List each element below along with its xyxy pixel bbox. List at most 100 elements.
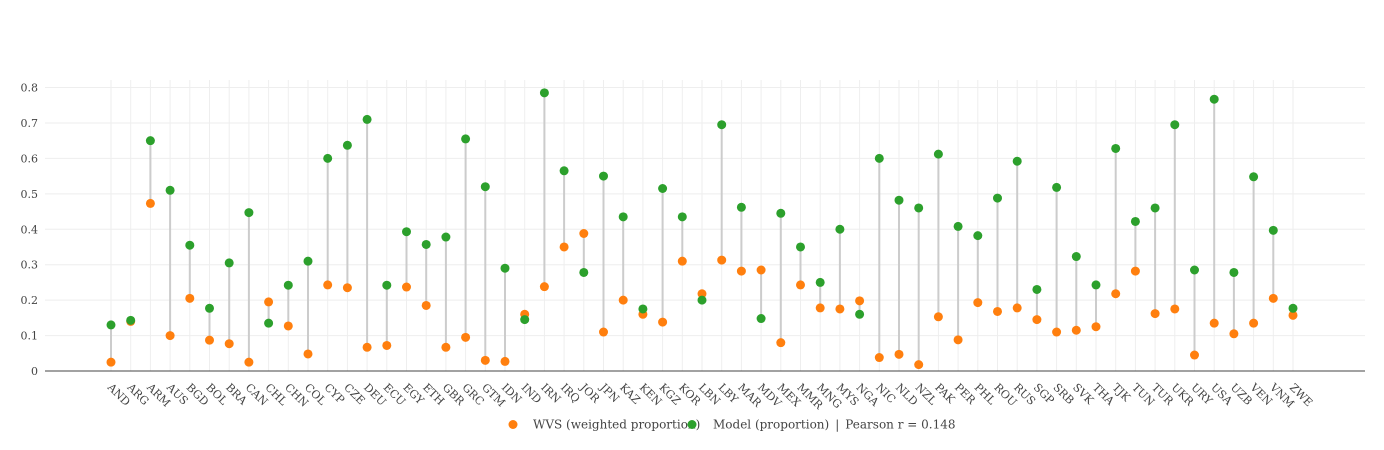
wvs-point[interactable] xyxy=(1150,309,1160,319)
wvs-point[interactable] xyxy=(1288,310,1298,320)
model-point[interactable] xyxy=(815,277,825,287)
model-point[interactable] xyxy=(362,114,372,124)
model-point[interactable] xyxy=(323,153,333,163)
model-point[interactable] xyxy=(283,280,293,290)
model-point[interactable] xyxy=(145,136,155,146)
wvs-point[interactable] xyxy=(1071,325,1081,335)
model-point[interactable] xyxy=(165,185,175,195)
wvs-point[interactable] xyxy=(933,312,943,322)
wvs-point[interactable] xyxy=(244,357,254,367)
model-point[interactable] xyxy=(874,153,884,163)
model-point[interactable] xyxy=(1130,216,1140,226)
wvs-point[interactable] xyxy=(421,300,431,310)
wvs-point[interactable] xyxy=(1229,329,1239,339)
model-point[interactable] xyxy=(579,267,589,277)
wvs-point[interactable] xyxy=(973,298,983,308)
model-point[interactable] xyxy=(1268,225,1278,235)
wvs-point[interactable] xyxy=(539,282,549,292)
wvs-point[interactable] xyxy=(855,296,865,306)
model-point[interactable] xyxy=(303,256,313,266)
wvs-point[interactable] xyxy=(480,355,490,365)
wvs-point[interactable] xyxy=(1209,318,1219,328)
model-point[interactable] xyxy=(421,239,431,249)
wvs-point[interactable] xyxy=(145,198,155,208)
wvs-point[interactable] xyxy=(835,304,845,314)
model-point[interactable] xyxy=(539,88,549,98)
wvs-point[interactable] xyxy=(579,229,589,239)
model-point[interactable] xyxy=(677,212,687,222)
model-point[interactable] xyxy=(264,318,274,328)
wvs-point[interactable] xyxy=(874,353,884,363)
wvs-point[interactable] xyxy=(1012,303,1022,313)
model-point[interactable] xyxy=(776,208,786,218)
model-point[interactable] xyxy=(1091,280,1101,290)
model-point[interactable] xyxy=(402,227,411,237)
wvs-point[interactable] xyxy=(993,306,1002,316)
model-point[interactable] xyxy=(933,149,943,159)
wvs-point[interactable] xyxy=(599,327,608,337)
model-point[interactable] xyxy=(1209,94,1219,104)
wvs-point[interactable] xyxy=(362,342,372,352)
model-point[interactable] xyxy=(1190,265,1199,275)
wvs-point[interactable] xyxy=(441,342,451,352)
wvs-point[interactable] xyxy=(677,256,687,266)
wvs-point[interactable] xyxy=(796,280,805,290)
model-point[interactable] xyxy=(599,171,608,181)
model-point[interactable] xyxy=(796,242,805,252)
wvs-point[interactable] xyxy=(697,289,707,299)
model-point[interactable] xyxy=(1032,284,1042,294)
model-point[interactable] xyxy=(106,320,116,330)
wvs-point[interactable] xyxy=(283,321,293,331)
wvs-point[interactable] xyxy=(1130,266,1140,276)
wvs-point[interactable] xyxy=(461,332,471,342)
model-point[interactable] xyxy=(973,231,983,241)
wvs-point[interactable] xyxy=(185,293,195,303)
model-point[interactable] xyxy=(756,314,766,324)
model-point[interactable] xyxy=(185,240,195,250)
model-point[interactable] xyxy=(205,303,214,313)
model-point[interactable] xyxy=(224,258,234,268)
legend[interactable]: WVS (weighted proportion) Model (proport… xyxy=(508,418,956,432)
model-point[interactable] xyxy=(1071,252,1081,262)
model-point[interactable] xyxy=(1052,182,1062,192)
model-point[interactable] xyxy=(914,203,924,213)
wvs-point[interactable] xyxy=(402,282,411,292)
wvs-point[interactable] xyxy=(894,349,904,359)
wvs-point[interactable] xyxy=(815,303,825,313)
wvs-point[interactable] xyxy=(1111,289,1121,299)
model-point[interactable] xyxy=(1111,143,1121,153)
model-point[interactable] xyxy=(1170,120,1180,130)
model-point[interactable] xyxy=(618,212,628,222)
wvs-point[interactable] xyxy=(658,317,668,327)
wvs-point[interactable] xyxy=(1091,322,1101,332)
model-point[interactable] xyxy=(658,183,668,193)
model-point[interactable] xyxy=(559,166,569,176)
wvs-point[interactable] xyxy=(1268,293,1278,303)
wvs-point[interactable] xyxy=(303,349,313,359)
wvs-point[interactable] xyxy=(717,255,727,265)
wvs-point[interactable] xyxy=(776,338,786,348)
wvs-point[interactable] xyxy=(618,295,628,305)
model-point[interactable] xyxy=(993,193,1002,203)
wvs-point[interactable] xyxy=(106,357,116,367)
wvs-point[interactable] xyxy=(1170,304,1180,314)
model-point[interactable] xyxy=(500,263,510,273)
wvs-point[interactable] xyxy=(323,280,333,290)
model-point[interactable] xyxy=(736,202,746,212)
model-point[interactable] xyxy=(382,280,392,290)
wvs-point[interactable] xyxy=(559,242,569,252)
wvs-point[interactable] xyxy=(382,340,392,350)
model-point[interactable] xyxy=(1249,172,1259,182)
wvs-point[interactable] xyxy=(1052,327,1062,337)
model-point[interactable] xyxy=(835,224,845,234)
wvs-point[interactable] xyxy=(1032,315,1042,325)
model-point[interactable] xyxy=(717,120,727,130)
wvs-point[interactable] xyxy=(736,266,746,276)
model-point[interactable] xyxy=(441,232,451,242)
model-point[interactable] xyxy=(126,315,136,325)
model-point[interactable] xyxy=(342,140,352,150)
wvs-point[interactable] xyxy=(205,335,214,345)
model-point[interactable] xyxy=(1229,267,1239,277)
model-point[interactable] xyxy=(953,221,963,231)
wvs-point[interactable] xyxy=(224,339,234,349)
